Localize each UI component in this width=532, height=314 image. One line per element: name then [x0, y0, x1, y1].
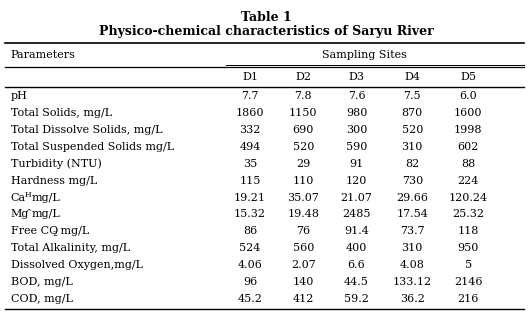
Text: 7.7: 7.7: [242, 91, 259, 101]
Text: 73.7: 73.7: [400, 226, 425, 236]
Text: 494: 494: [239, 142, 261, 152]
Text: 35.07: 35.07: [287, 192, 319, 203]
Text: 332: 332: [239, 125, 261, 135]
Text: 2485: 2485: [342, 209, 371, 219]
Text: 412: 412: [293, 294, 314, 304]
Text: D4: D4: [404, 72, 420, 82]
Text: 4.06: 4.06: [238, 260, 262, 270]
Text: Mg: Mg: [11, 209, 29, 219]
Text: Table 1: Table 1: [240, 11, 292, 24]
Text: 96: 96: [243, 277, 257, 287]
Text: D5: D5: [460, 72, 476, 82]
Text: Total Dissolve Solids, mg/L: Total Dissolve Solids, mg/L: [11, 125, 162, 135]
Text: 560: 560: [293, 243, 314, 253]
Text: Sampling Sites: Sampling Sites: [322, 50, 407, 60]
Text: 115: 115: [239, 176, 261, 186]
Text: Physico-chemical characteristics of Saryu River: Physico-chemical characteristics of Sary…: [98, 25, 434, 38]
Text: 15.32: 15.32: [234, 209, 266, 219]
Text: 91.4: 91.4: [344, 226, 369, 236]
Text: 4.08: 4.08: [400, 260, 425, 270]
Text: mg/L: mg/L: [32, 192, 61, 203]
Text: 224: 224: [458, 176, 479, 186]
Text: Ca: Ca: [11, 192, 26, 203]
Text: Total Suspended Solids mg/L: Total Suspended Solids mg/L: [11, 142, 174, 152]
Text: 300: 300: [346, 125, 367, 135]
Text: D1: D1: [242, 72, 258, 82]
Text: 29.66: 29.66: [396, 192, 428, 203]
Text: 2146: 2146: [454, 277, 483, 287]
Text: 1150: 1150: [289, 108, 318, 118]
Text: Free CO: Free CO: [11, 226, 58, 236]
Text: 29: 29: [296, 159, 310, 169]
Text: pH: pH: [11, 91, 28, 101]
Text: 870: 870: [402, 108, 423, 118]
Text: 5: 5: [464, 260, 472, 270]
Text: 1998: 1998: [454, 125, 483, 135]
Text: 400: 400: [346, 243, 367, 253]
Text: Total Alkalinity, mg/L: Total Alkalinity, mg/L: [11, 243, 130, 253]
Text: 6.0: 6.0: [459, 91, 477, 101]
Text: 520: 520: [402, 125, 423, 135]
Text: Dissolved Oxygen,mg/L: Dissolved Oxygen,mg/L: [11, 260, 143, 270]
Text: 140: 140: [293, 277, 314, 287]
Text: 216: 216: [458, 294, 479, 304]
Text: 110: 110: [293, 176, 314, 186]
Text: 6.6: 6.6: [347, 260, 365, 270]
Text: 950: 950: [458, 243, 479, 253]
Text: H: H: [25, 191, 31, 199]
Text: 76: 76: [296, 226, 310, 236]
Text: mg/L: mg/L: [57, 226, 90, 236]
Text: 120: 120: [346, 176, 367, 186]
Text: 7.5: 7.5: [403, 91, 421, 101]
Text: 2.07: 2.07: [291, 260, 315, 270]
Text: 91: 91: [350, 159, 363, 169]
Text: 7.8: 7.8: [294, 91, 312, 101]
Text: 82: 82: [405, 159, 419, 169]
Text: BOD, mg/L: BOD, mg/L: [11, 277, 72, 287]
Text: 25.32: 25.32: [452, 209, 484, 219]
Text: Turbidity (NTU): Turbidity (NTU): [11, 158, 102, 169]
Text: Hardness mg/L: Hardness mg/L: [11, 176, 97, 186]
Text: 86: 86: [243, 226, 257, 236]
Text: 980: 980: [346, 108, 367, 118]
Text: 21.07: 21.07: [340, 192, 372, 203]
Text: 602: 602: [458, 142, 479, 152]
Text: 59.2: 59.2: [344, 294, 369, 304]
Text: D3: D3: [348, 72, 364, 82]
Text: Total Solids, mg/L: Total Solids, mg/L: [11, 108, 112, 118]
Text: 45.2: 45.2: [238, 294, 262, 304]
Text: 118: 118: [458, 226, 479, 236]
Text: 44.5: 44.5: [344, 277, 369, 287]
Text: 133.12: 133.12: [393, 277, 432, 287]
Text: 19.48: 19.48: [287, 209, 319, 219]
Text: 2: 2: [52, 230, 57, 238]
Text: 120.24: 120.24: [448, 192, 488, 203]
Text: 1600: 1600: [454, 108, 483, 118]
Text: mg/L: mg/L: [32, 209, 61, 219]
Text: 690: 690: [293, 125, 314, 135]
Text: 36.2: 36.2: [400, 294, 425, 304]
Text: ^: ^: [26, 208, 32, 216]
Text: 17.54: 17.54: [396, 209, 428, 219]
Text: Parameters: Parameters: [11, 50, 76, 60]
Text: 590: 590: [346, 142, 367, 152]
Text: COD, mg/L: COD, mg/L: [11, 294, 72, 304]
Text: 310: 310: [402, 243, 423, 253]
Text: 310: 310: [402, 142, 423, 152]
Text: D2: D2: [295, 72, 311, 82]
Text: 7.6: 7.6: [347, 91, 365, 101]
Text: 19.21: 19.21: [234, 192, 266, 203]
Text: 730: 730: [402, 176, 423, 186]
Text: 1860: 1860: [236, 108, 264, 118]
Text: 524: 524: [239, 243, 261, 253]
Text: 35: 35: [243, 159, 257, 169]
Text: 88: 88: [461, 159, 475, 169]
Text: 520: 520: [293, 142, 314, 152]
